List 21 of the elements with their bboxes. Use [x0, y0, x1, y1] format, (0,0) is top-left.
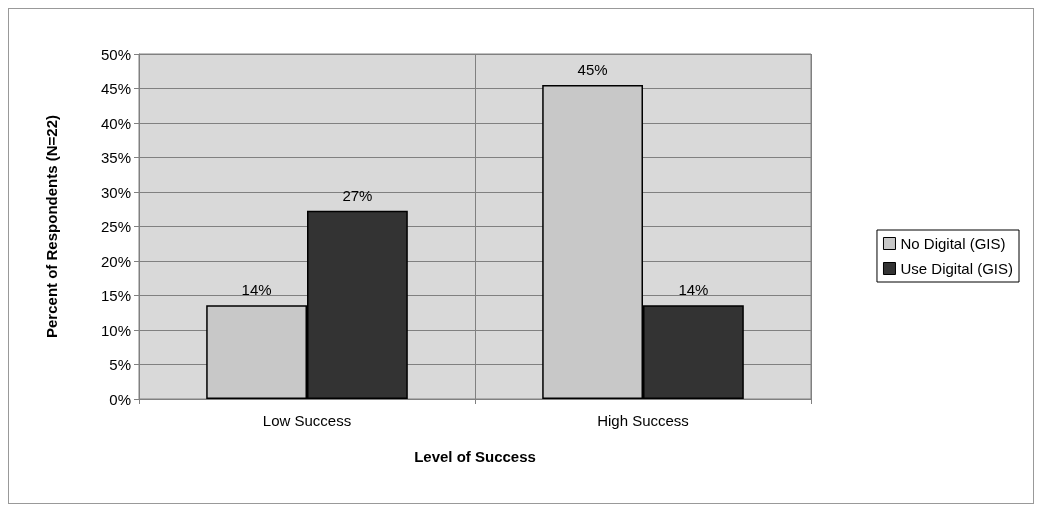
- data-label: 45%: [577, 61, 608, 79]
- y-tick-label: 30%: [100, 183, 131, 201]
- y-tick-label: 5%: [109, 356, 131, 373]
- y-tick-label: 40%: [100, 114, 131, 132]
- y-tick-label: 10%: [100, 321, 131, 339]
- x-axis-title: Level of Success: [414, 448, 536, 465]
- x-tick-label: High Success: [597, 412, 689, 429]
- y-tick-label: 45%: [100, 80, 131, 97]
- y-tick-label: 20%: [100, 252, 131, 270]
- legend-label: No Digital (GIS): [900, 235, 1006, 252]
- y-axis-title: Percent of Respondents (N=22): [43, 115, 60, 338]
- y-tick-label: 35%: [100, 149, 131, 166]
- data-label: 14%: [241, 281, 272, 299]
- legend-label: Use Digital (GIS): [900, 260, 1014, 277]
- data-label: 14%: [678, 281, 709, 299]
- y-tick-label: 15%: [100, 287, 131, 304]
- data-label: 27%: [342, 186, 373, 204]
- y-tick-label: 0%: [109, 390, 131, 408]
- x-tick-label: Low Success: [262, 412, 352, 429]
- y-tick-label: 25%: [100, 218, 131, 235]
- y-tick-label: 50%: [100, 45, 131, 63]
